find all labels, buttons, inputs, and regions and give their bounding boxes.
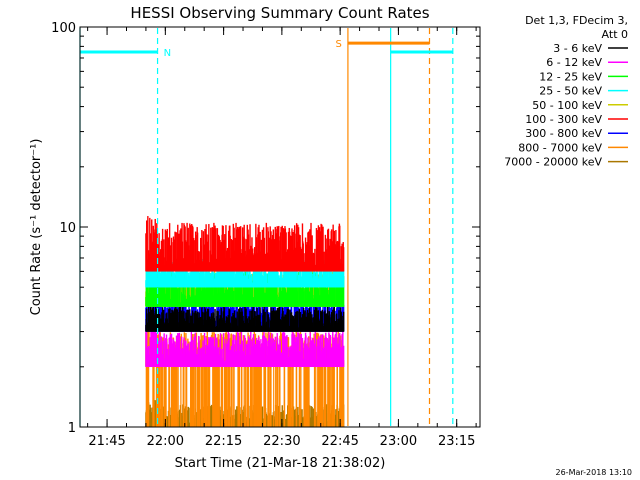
data-layer — [145, 216, 345, 428]
legend-entry-label: 100 - 300 keV — [525, 113, 602, 126]
legend-entry-label: 6 - 12 keV — [546, 56, 602, 69]
x-tick-label: 22:00 — [147, 434, 184, 449]
series-band — [145, 302, 345, 307]
legend-entry-label: 50 - 100 keV — [532, 99, 602, 112]
y-axis-label: Count Rate (s⁻¹ detector⁻¹) — [29, 139, 44, 316]
legend-entry-label: 25 - 50 keV — [539, 85, 602, 98]
y-tick-label: 100 — [51, 21, 76, 36]
series-band — [145, 267, 345, 272]
y-tick-label: 1 — [68, 421, 76, 436]
series-band — [145, 282, 345, 288]
footer-timestamp: 26-Mar-2018 13:10 — [555, 468, 633, 477]
axis-ticks: 21:45 22:00 22:15 22:30 22:45 23:00 23:15 1 10 10… — [51, 21, 480, 449]
series-trace — [145, 325, 345, 368]
x-axis-label: Start Time (21-Mar-18 21:38:02) — [175, 456, 386, 471]
chart-title: HESSI Observing Summary Count Rates — [130, 4, 429, 22]
x-tick-label: 22:30 — [263, 434, 300, 449]
legend-entry-label: 7000 - 20000 keV — [504, 156, 602, 169]
flag-label: S — [336, 39, 342, 50]
legend-header: Det 1,3, FDecim 3, — [525, 14, 628, 27]
series-band — [145, 362, 345, 368]
x-tick-label: 22:45 — [321, 434, 358, 449]
x-tick-label: 23:15 — [438, 434, 475, 449]
legend-entry-label: 12 - 25 keV — [539, 70, 602, 83]
series-band — [145, 327, 345, 332]
x-tick-label: 21:45 — [88, 434, 125, 449]
x-tick-label: 22:15 — [205, 434, 242, 449]
legend-entry-label: 800 - 7000 keV — [518, 141, 602, 154]
series-trace — [145, 253, 345, 288]
y-tick-label: 10 — [59, 221, 76, 236]
legend-entry-label: 300 - 800 keV — [525, 127, 602, 140]
series-trace — [145, 302, 345, 332]
legend-header: Att 0 — [602, 28, 628, 41]
flag-label: N — [164, 48, 171, 59]
legend-entry-label: 3 - 6 keV — [553, 42, 602, 55]
x-tick-label: 23:00 — [380, 434, 417, 449]
series-trace — [145, 216, 345, 272]
